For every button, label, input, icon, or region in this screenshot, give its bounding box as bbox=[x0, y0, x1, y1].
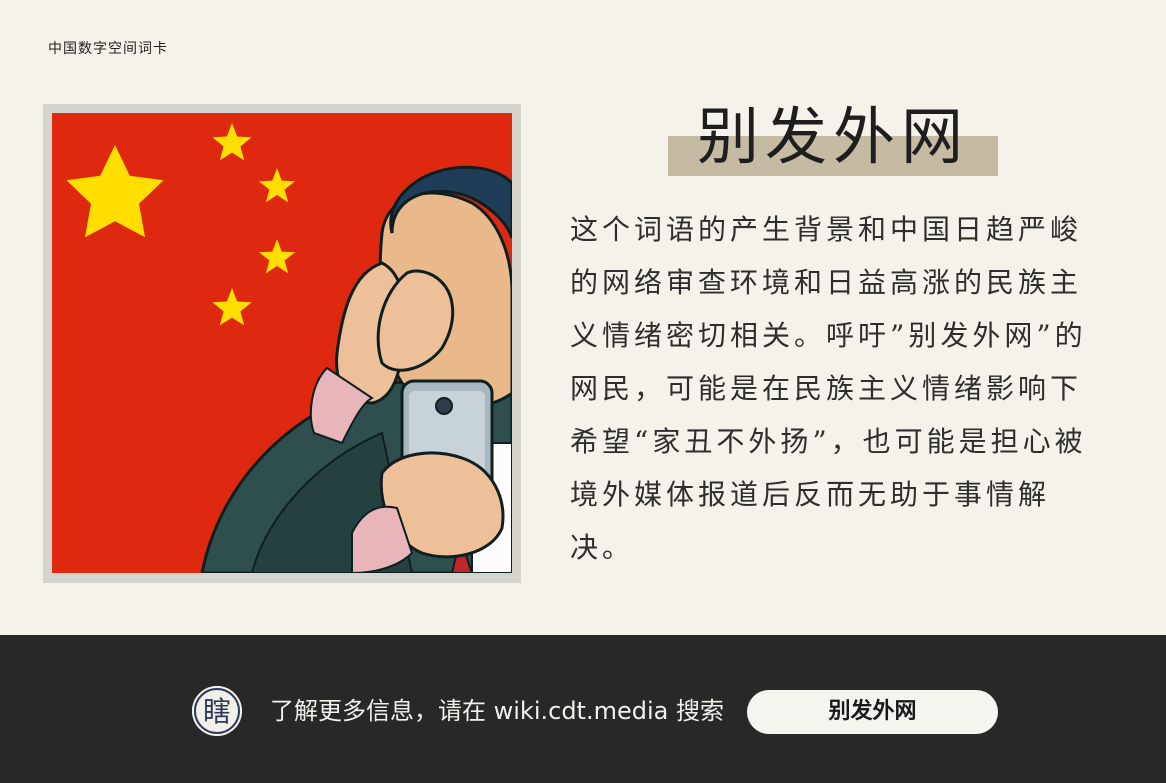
flag-stars bbox=[66, 123, 296, 326]
small-star-2 bbox=[258, 168, 296, 203]
small-star-3 bbox=[258, 239, 296, 274]
cdt-logo-glyph: 瞎 bbox=[192, 686, 242, 736]
footer-search-prompt: 了解更多信息，请在 wiki.cdt.media 搜索 bbox=[270, 697, 724, 725]
cdt-logo-icon: 瞎 bbox=[192, 686, 242, 736]
big-star bbox=[66, 145, 164, 238]
title-highlight-band bbox=[668, 136, 998, 176]
term-title-block: 别发外网 bbox=[668, 100, 998, 178]
illustration bbox=[52, 113, 512, 573]
term-description: 这个词语的产生背景和中国日趋严峻的网络审查环境和日益高涨的民族主义情绪密切相关。… bbox=[570, 213, 1087, 564]
small-star-4 bbox=[212, 288, 252, 326]
small-star-1 bbox=[212, 123, 252, 161]
term-title: 别发外网 bbox=[696, 100, 969, 173]
man-figure bbox=[200, 165, 512, 573]
search-term-button[interactable]: 别发外网 bbox=[747, 690, 998, 734]
cdt-logo-text: 瞎 bbox=[203, 695, 231, 728]
card-series-label: 中国数字空间词卡 bbox=[48, 41, 168, 57]
flag-and-man-illustration bbox=[52, 113, 512, 573]
